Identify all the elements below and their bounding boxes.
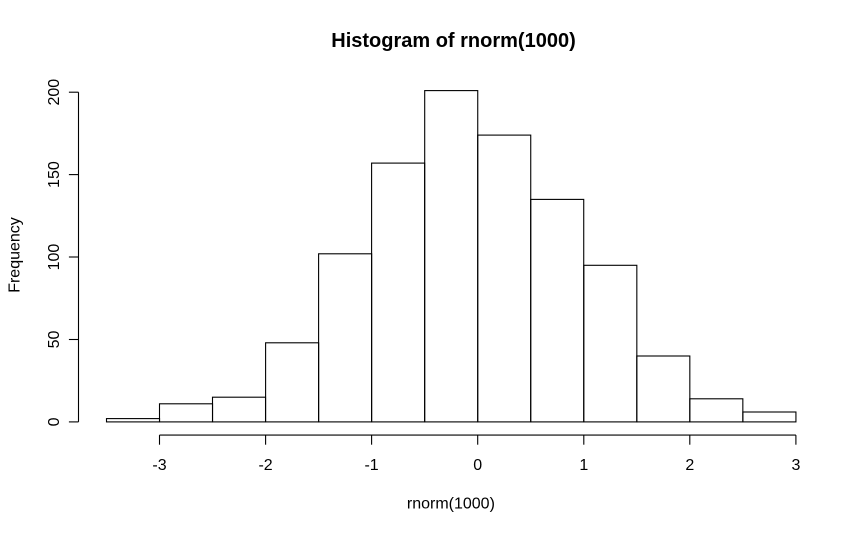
- svg-text:rnorm(1000): rnorm(1000): [407, 495, 495, 512]
- svg-text:Frequency: Frequency: [7, 217, 24, 293]
- svg-text:0: 0: [473, 457, 482, 474]
- svg-text:200: 200: [46, 79, 63, 106]
- svg-text:-3: -3: [152, 457, 166, 474]
- svg-text:1: 1: [579, 457, 588, 474]
- svg-text:Histogram of rnorm(1000): Histogram of rnorm(1000): [331, 30, 576, 52]
- svg-text:-1: -1: [364, 457, 378, 474]
- svg-text:100: 100: [46, 244, 63, 271]
- svg-text:2: 2: [685, 457, 694, 474]
- svg-text:150: 150: [46, 161, 63, 188]
- svg-text:-2: -2: [258, 457, 272, 474]
- svg-text:0: 0: [46, 417, 63, 426]
- svg-text:3: 3: [791, 457, 800, 474]
- svg-text:50: 50: [46, 331, 63, 349]
